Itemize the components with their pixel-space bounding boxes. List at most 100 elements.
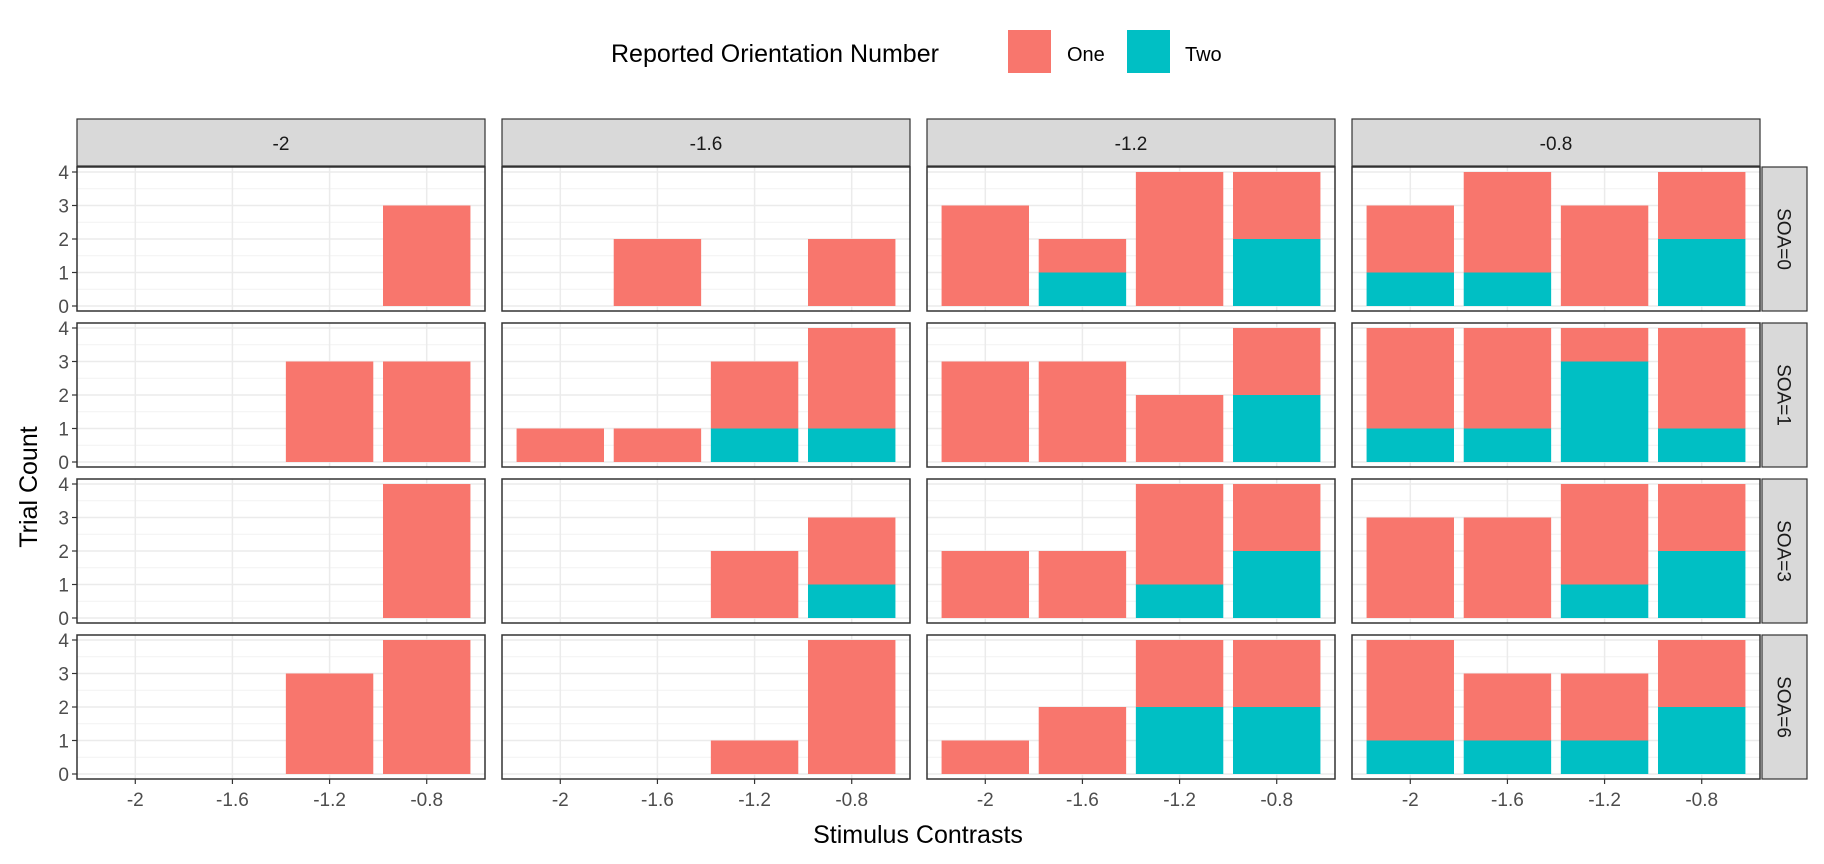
column-strip-label: -1.6 [690, 134, 723, 155]
bar-segment-one [808, 517, 896, 585]
x-tick-label: -1.2 [738, 790, 771, 811]
bar-segment-two [1463, 272, 1552, 306]
bar-segment-one [383, 361, 471, 462]
panel-border [501, 478, 911, 624]
bar-segment-one [1366, 517, 1454, 618]
facet-panel [1351, 322, 1761, 468]
bar-segment-two [1038, 272, 1127, 306]
y-tick-label: 3 [58, 509, 69, 530]
bar-segment-one [1366, 640, 1454, 741]
bar-segment-two [1463, 740, 1552, 774]
panel-border [926, 322, 1336, 468]
bar-segment-one [1135, 395, 1224, 462]
panel-border [501, 166, 911, 312]
bar-segment-one [941, 205, 1029, 306]
bar-segment-one [1366, 328, 1454, 429]
y-tick-label: 4 [58, 631, 69, 652]
panel-border [1351, 322, 1761, 468]
panel-border [1351, 634, 1761, 780]
x-tick-label: -1.6 [1066, 790, 1099, 811]
bar-segment-one [383, 484, 471, 618]
facet-panel [501, 634, 911, 780]
y-tick-label: 0 [58, 609, 69, 630]
bar-segment-two [1560, 361, 1649, 462]
y-axis-title: Trial Count [15, 426, 43, 547]
bar-segment-one [1658, 328, 1746, 429]
y-tick-label: 1 [58, 264, 69, 285]
bar-segment-one [1463, 517, 1552, 618]
facet-panel [1351, 634, 1761, 780]
row-strip-label: SOA=0 [1773, 208, 1794, 270]
facet-panel [501, 478, 911, 624]
column-strip-label: -0.8 [1540, 134, 1573, 155]
bar-segment-one [1135, 640, 1224, 707]
bar-segment-two [710, 428, 799, 462]
bar-segment-two [1658, 239, 1746, 306]
facet-panel [501, 166, 911, 312]
bar-segment-one [1233, 640, 1321, 707]
legend-title: Reported Orientation Number [611, 40, 939, 68]
bar-segment-two [1233, 395, 1321, 462]
column-strip [926, 118, 1336, 167]
bar-segment-one [710, 361, 799, 429]
column-strip [501, 118, 911, 167]
y-tick-label: 1 [58, 732, 69, 753]
y-tick-label: 3 [58, 197, 69, 218]
bar-segment-one [285, 673, 374, 774]
bar-segment-two [1463, 428, 1552, 462]
x-tick-label: -0.8 [1685, 790, 1718, 811]
panel-border [76, 166, 486, 312]
panel-border [926, 166, 1336, 312]
y-tick-label: 1 [58, 420, 69, 441]
y-tick-label: 0 [58, 765, 69, 786]
facet-panel [76, 478, 486, 624]
bar-segment-one [613, 239, 702, 306]
legend-label-two: Two [1185, 44, 1222, 66]
bar-segment-one [1560, 328, 1649, 362]
bar-segment-one [1658, 172, 1746, 239]
y-tick-label: 3 [58, 353, 69, 374]
panel-border [76, 478, 486, 624]
facet-panel [1351, 478, 1761, 624]
panel-border [501, 322, 911, 468]
panel-border [926, 634, 1336, 780]
bar-segment-one [1463, 172, 1552, 273]
bar-segment-one [1658, 484, 1746, 551]
bar-segment-one [383, 640, 471, 774]
legend-swatch-one [1008, 30, 1051, 73]
bar-segment-two [1233, 239, 1321, 306]
x-tick-label: -1.2 [1588, 790, 1621, 811]
row-strip [1761, 322, 1808, 468]
bar-segment-one [1366, 205, 1454, 273]
y-tick-label: 4 [58, 475, 69, 496]
facet-panel [76, 166, 486, 312]
facet-grid: -2 -1.6 -1.2 -0.8 SOA=0 0 1 2 3 4 SOA=1 0 1 2 3 4 SOA=3 0… [58, 118, 1808, 811]
column-strip [1351, 118, 1761, 167]
x-tick-label: -1.2 [313, 790, 346, 811]
x-tick-label: -0.8 [835, 790, 868, 811]
bar-segment-two [808, 428, 896, 462]
bar-segment-one [1463, 328, 1552, 429]
bar-segment-one [808, 328, 896, 429]
facet-panel [926, 166, 1336, 312]
x-tick-label: -2 [977, 790, 994, 811]
bar-segment-one [1233, 172, 1321, 239]
bar-segment-two [1233, 551, 1321, 618]
bar-segment-one [1135, 484, 1224, 585]
y-tick-label: 2 [58, 230, 69, 251]
y-tick-label: 1 [58, 576, 69, 597]
row-strip-label: SOA=1 [1773, 364, 1794, 426]
legend: Reported Orientation Number One Two [611, 30, 1222, 73]
panel-border [76, 322, 486, 468]
y-tick-label: 0 [58, 297, 69, 318]
x-tick-label: -2 [127, 790, 144, 811]
bar-segment-two [1135, 584, 1224, 618]
x-tick-label: -1.2 [1163, 790, 1196, 811]
bar-segment-one [516, 428, 604, 462]
bar-segment-one [285, 361, 374, 462]
bar-segment-two [1366, 740, 1454, 774]
x-axis-title: Stimulus Contrasts [813, 821, 1023, 849]
y-tick-label: 4 [58, 163, 69, 184]
y-tick-label: 3 [58, 665, 69, 686]
